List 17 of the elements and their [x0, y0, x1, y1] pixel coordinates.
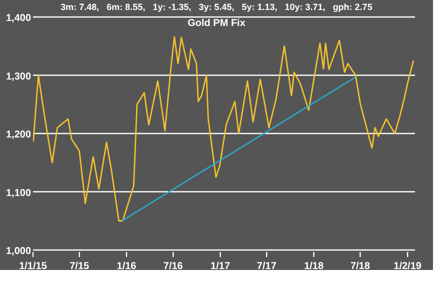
x-tick-label: 7/17 [256, 261, 277, 272]
x-tick-label: 7/18 [350, 261, 370, 272]
chart-title: Gold PM Fix [188, 18, 246, 29]
x-tick-label: 1/1/15 [19, 261, 48, 272]
x-tick-label: 1/16 [116, 261, 137, 272]
x-tick-label: 1/2/19 [394, 261, 422, 272]
x-tick-label: 7/16 [163, 261, 184, 272]
y-tick-label: 1,000 [6, 246, 32, 257]
y-tick-label: 1,200 [6, 130, 32, 140]
chart-subtitle: 3m: 7.48, 6m: 8.55, 1y: -1.35, 3y: 5.45, 5y: 1.13, 10y: 3.71, gph: 2.75 [60, 2, 374, 12]
line-series [33, 36, 414, 222]
x-tick-label: 1/18 [304, 261, 324, 272]
x-tick-label: 7/15 [70, 261, 90, 272]
y-tick-label: 1,300 [6, 71, 32, 82]
y-tick-label: 1,400 [6, 13, 32, 24]
x-tick-label: 1/17 [210, 261, 230, 272]
y-tick-label: 1,100 [6, 188, 32, 199]
